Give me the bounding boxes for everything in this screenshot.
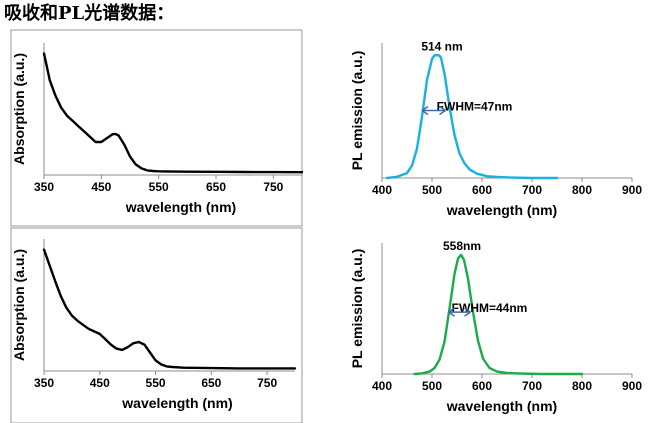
page-title: 吸收和PL光谱数据：: [4, 3, 175, 24]
chart-frame: [10, 29, 303, 227]
series-line-1: [385, 54, 559, 180]
annotation-1: 514 nm: [421, 39, 462, 53]
annotation-1: 558nm: [443, 239, 481, 253]
x-tick-label: 900: [622, 183, 642, 197]
x-tick-label: 900: [622, 379, 642, 393]
annotation-2: FWHM=47nm: [437, 100, 513, 114]
fwhm-arrow-head-left: [421, 105, 429, 116]
x-tick-label: 750: [257, 376, 277, 390]
chart-3: 350 450 550 650 750 wavelength (nm) Absorption…: [10, 227, 303, 423]
y-axis-title: Absorption (a.u.): [11, 53, 27, 165]
x-tick-label: 500: [422, 183, 442, 197]
x-axis-title: wavelength (nm): [125, 199, 236, 215]
x-axis-title: wavelength (nm): [121, 395, 232, 411]
chart-frame: [10, 227, 303, 423]
y-axis-title: Absorption (a.u.): [11, 249, 27, 361]
fwhm-arrow-head-right: [439, 105, 446, 116]
x-tick-label: 650: [206, 180, 226, 194]
x-tick-label: 550: [149, 180, 169, 194]
chart-1: 350 450 550 650 750 wavelength (nm) Absorption…: [10, 29, 304, 227]
x-tick-label: 750: [263, 180, 283, 194]
y-axis-title: PL emission (a.u.): [349, 249, 365, 369]
x-tick-label: 600: [472, 183, 492, 197]
fwhm-arrow-head-left: [448, 307, 455, 317]
chart-4: 400 500 600 700 800 900 wavelength (nm) PL emis…: [349, 239, 642, 414]
x-tick-label: 450: [90, 376, 110, 390]
series-line-1: [413, 253, 584, 376]
x-tick-label: 700: [522, 379, 542, 393]
x-axis-title: wavelength (nm): [446, 202, 557, 218]
series-line-1: [42, 248, 297, 370]
x-tick-label: 800: [572, 379, 592, 393]
x-tick-label: 450: [91, 180, 111, 194]
series-line-1: [42, 52, 304, 174]
x-tick-label: 350: [34, 180, 54, 194]
x-tick-label: 350: [34, 376, 54, 390]
x-tick-label: 500: [422, 379, 442, 393]
y-axis-title: PL emission (a.u.): [349, 51, 365, 171]
x-tick-label: 400: [372, 379, 392, 393]
annotation-2: FWHM=44nm: [452, 301, 528, 315]
x-tick-label: 550: [146, 376, 166, 390]
fwhm-arrow-head-right: [464, 307, 471, 317]
x-tick-label: 650: [201, 376, 221, 390]
x-tick-label: 700: [522, 183, 542, 197]
chart-2: 400 500 600 700 800 900 wavelength (nm) PL emis…: [349, 39, 642, 218]
x-tick-label: 800: [572, 183, 592, 197]
x-tick-label: 400: [372, 183, 392, 197]
x-axis-title: wavelength (nm): [446, 398, 557, 414]
x-tick-label: 600: [472, 379, 492, 393]
